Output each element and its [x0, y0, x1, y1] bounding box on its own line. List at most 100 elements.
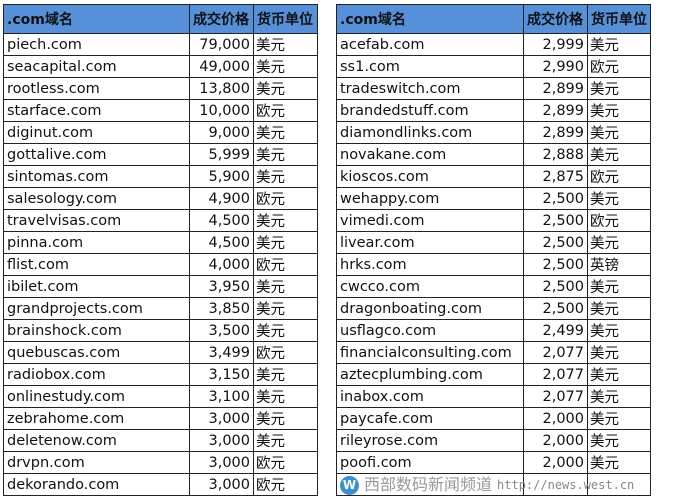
table-row: grandprojects.com 3,850 美元 [3, 297, 318, 320]
domain-cell: hrks.com [336, 253, 524, 276]
price-cell: 2,899 [523, 121, 588, 144]
table-row [336, 473, 651, 496]
domain-cell: paycafe.com [336, 407, 524, 430]
price-cell: 79,000 [189, 33, 254, 56]
currency-cell: 美元 [587, 407, 651, 430]
table-row: rootless.com 13,800 美元 [3, 77, 318, 100]
currency-cell: 美元 [253, 165, 318, 188]
price-cell: 2,888 [523, 143, 588, 166]
price-cell: 10,000 [189, 99, 254, 122]
price-cell: 2,500 [523, 209, 588, 232]
table-row: aztecplumbing.com 2,077 美元 [336, 363, 651, 386]
domain-cell: travelvisas.com [3, 209, 190, 232]
currency-cell: 美元 [253, 231, 318, 254]
currency-cell: 美元 [587, 385, 651, 408]
price-cell: 4,500 [189, 209, 254, 232]
price-cell: 2,500 [523, 231, 588, 254]
currency-cell: 美元 [587, 275, 651, 298]
watermark-url: http://news.west.cn [497, 478, 635, 492]
domain-cell: diamondlinks.com [336, 121, 524, 144]
table-row: tradeswitch.com 2,899 美元 [336, 77, 651, 100]
table-row: kioscos.com 2,875 欧元 [336, 165, 651, 188]
price-cell: 13,800 [189, 77, 254, 100]
domain-cell: financialconsulting.com [336, 341, 524, 364]
table-row: piech.com 79,000 美元 [3, 33, 318, 56]
price-cell: 2,500 [523, 275, 588, 298]
domain-cell: cwcco.com [336, 275, 524, 298]
domain-cell: flist.com [3, 253, 190, 276]
currency-cell: 美元 [253, 209, 318, 232]
currency-cell: 欧元 [253, 99, 318, 122]
price-cell: 4,500 [189, 231, 254, 254]
table-row: diamondlinks.com 2,899 美元 [336, 121, 651, 144]
domain-cell: zebrahome.com [3, 407, 190, 430]
price-cell: 2,077 [523, 385, 588, 408]
domain-cell: ss1.com [336, 55, 524, 78]
domain-cell: seacapital.com [3, 55, 190, 78]
table-row: acefab.com 2,999 美元 [336, 33, 651, 56]
domain-sales-table-right: .com域名 成交价格 货币单位 acefab.com 2,999 美元 ss1.co… [336, 4, 651, 496]
table-row: deletenow.com 3,000 美元 [3, 429, 318, 452]
price-cell: 3,150 [189, 363, 254, 386]
currency-cell: 美元 [253, 33, 318, 56]
price-cell: 2,875 [523, 165, 588, 188]
currency-cell: 欧元 [587, 209, 651, 232]
currency-cell: 美元 [587, 77, 651, 100]
price-cell: 3,000 [189, 473, 254, 496]
currency-cell: 美元 [253, 143, 318, 166]
currency-cell: 美元 [253, 297, 318, 320]
header-currency: 货币单位 [587, 4, 651, 34]
table-row: novakane.com 2,888 美元 [336, 143, 651, 166]
price-cell: 49,000 [189, 55, 254, 78]
table-row: cwcco.com 2,500 美元 [336, 275, 651, 298]
price-cell: 3,000 [189, 429, 254, 452]
header-price: 成交价格 [189, 4, 254, 34]
header-row: .com域名 成交价格 货币单位 [3, 4, 318, 34]
table-row: dragonboating.com 2,500 美元 [336, 297, 651, 320]
domain-cell: vimedi.com [336, 209, 524, 232]
currency-cell: 美元 [587, 231, 651, 254]
table-row: onlinestudy.com 3,100 美元 [3, 385, 318, 408]
domain-cell: starface.com [3, 99, 190, 122]
price-cell: 2,500 [523, 297, 588, 320]
table-row: poofi.com 2,000 美元 [336, 451, 651, 474]
table-row: diginut.com 9,000 美元 [3, 121, 318, 144]
table-row: salesology.com 4,900 欧元 [3, 187, 318, 210]
currency-cell: 欧元 [253, 187, 318, 210]
domain-cell: gottalive.com [3, 143, 190, 166]
table-row: flist.com 4,000 欧元 [3, 253, 318, 276]
table-row: seacapital.com 49,000 美元 [3, 55, 318, 78]
table-row: dekorando.com 3,000 欧元 [3, 473, 318, 496]
header-currency: 货币单位 [253, 4, 318, 34]
currency-cell: 欧元 [587, 165, 651, 188]
currency-cell: 欧元 [253, 253, 318, 276]
domain-cell: usflagco.com [336, 319, 524, 342]
domain-cell: brainshock.com [3, 319, 190, 342]
currency-cell: 美元 [587, 341, 651, 364]
table-row: quebuscas.com 3,499 欧元 [3, 341, 318, 364]
currency-cell: 美元 [253, 319, 318, 342]
price-cell: 2,899 [523, 77, 588, 100]
currency-cell: 美元 [587, 187, 651, 210]
table-row: wehappy.com 2,500 美元 [336, 187, 651, 210]
currency-cell: 美元 [587, 319, 651, 342]
table-row: ss1.com 2,990 欧元 [336, 55, 651, 78]
currency-cell: 美元 [587, 143, 651, 166]
west-logo-icon: W [340, 475, 359, 495]
price-cell: 4,900 [189, 187, 254, 210]
currency-cell: 美元 [587, 451, 651, 474]
price-cell: 2,999 [523, 33, 588, 56]
currency-cell [587, 473, 651, 496]
table-row: zebrahome.com 3,000 美元 [3, 407, 318, 430]
price-cell: 3,500 [189, 319, 254, 342]
domain-cell: pinna.com [3, 231, 190, 254]
currency-cell: 美元 [253, 429, 318, 452]
currency-cell: 美元 [587, 429, 651, 452]
table-row: vimedi.com 2,500 欧元 [336, 209, 651, 232]
price-cell: 3,950 [189, 275, 254, 298]
price-cell: 2,499 [523, 319, 588, 342]
currency-cell: 美元 [253, 121, 318, 144]
currency-cell: 美元 [253, 55, 318, 78]
domain-cell: poofi.com [336, 451, 524, 474]
domain-cell: dekorando.com [3, 473, 190, 496]
